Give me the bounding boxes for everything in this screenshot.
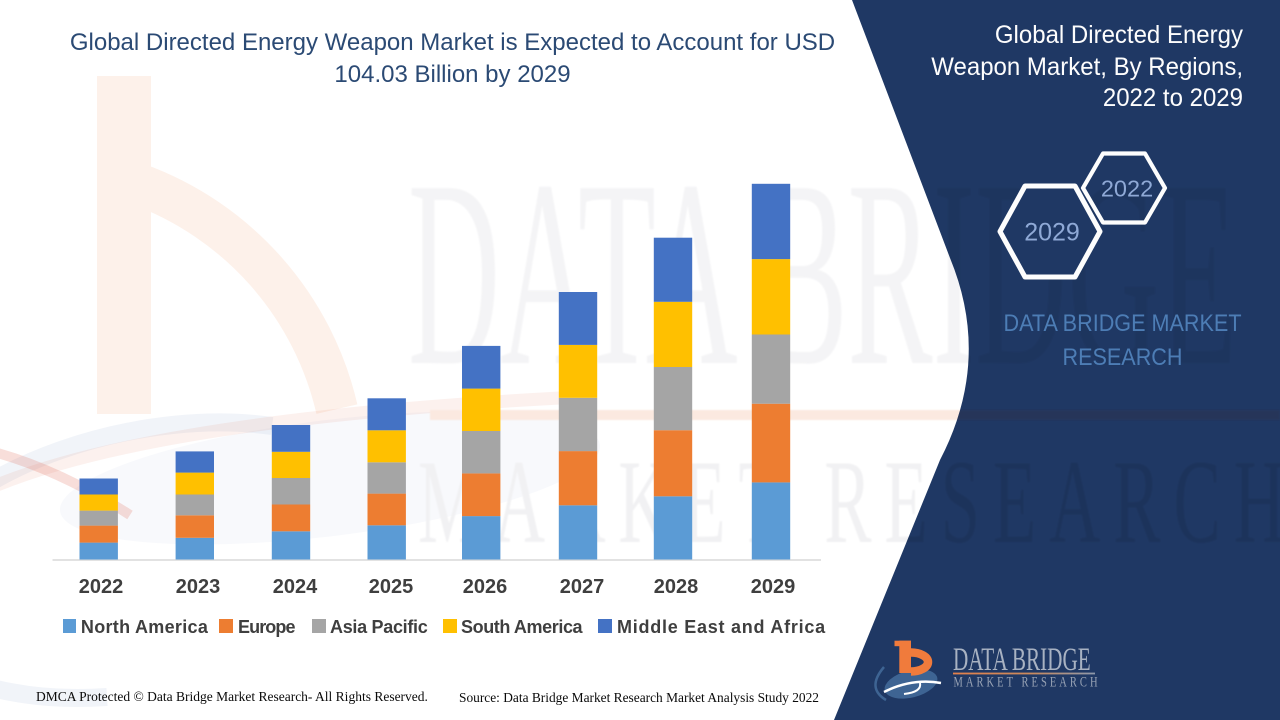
svg-text:DATA BRIDGE: DATA BRIDGE: [953, 642, 1091, 677]
svg-text:2022: 2022: [1101, 176, 1153, 202]
svg-text:MARKET RESEARCH: MARKET RESEARCH: [954, 674, 1101, 690]
svg-text:2029: 2029: [1024, 219, 1080, 247]
